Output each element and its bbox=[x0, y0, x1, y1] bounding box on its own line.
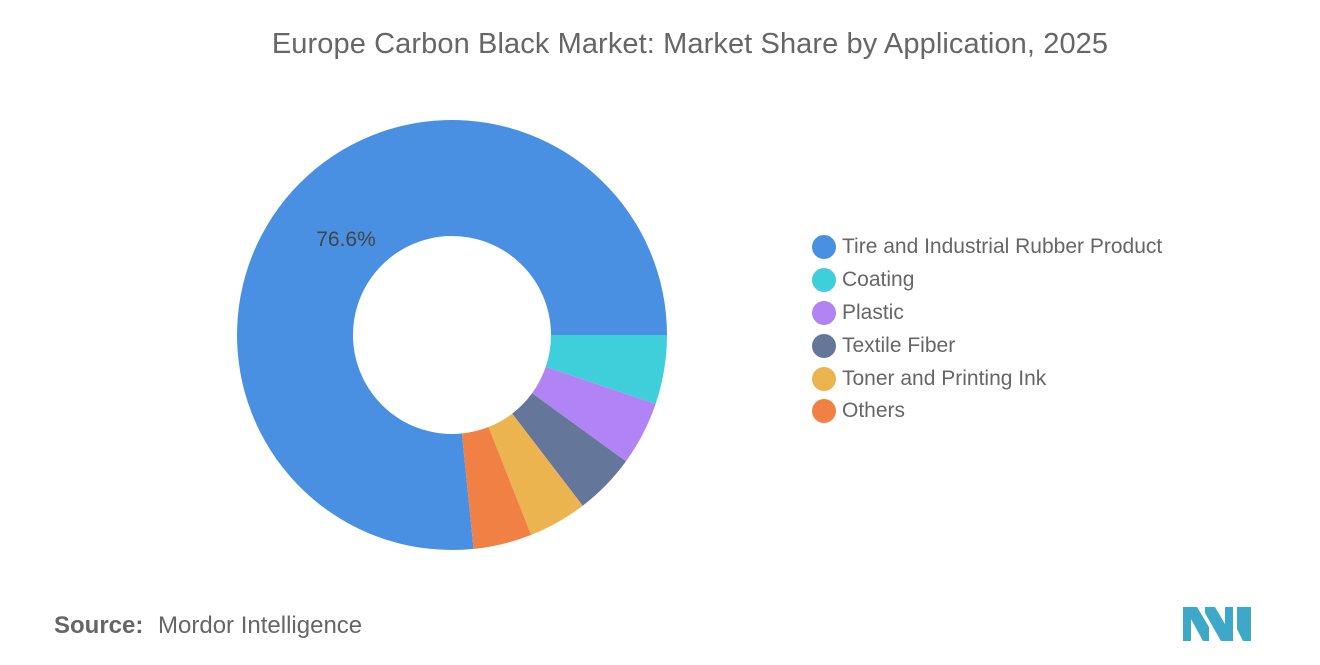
slice-textile-fiber bbox=[512, 393, 626, 506]
donut-data-labels: 76.6% bbox=[316, 228, 376, 251]
chart-title: Europe Carbon Black Market: Market Share… bbox=[271, 28, 1109, 60]
legend-item: Toner and Printing Ink bbox=[812, 362, 1162, 395]
legend-label: Toner and Printing Ink bbox=[842, 366, 1047, 390]
legend-label: Plastic bbox=[842, 300, 904, 324]
slice-toner-and-printing-ink bbox=[488, 413, 583, 535]
legend-item: Coating bbox=[812, 264, 1162, 297]
legend-label: Textile Fiber bbox=[842, 333, 956, 357]
slice-tire-and-industrial-rubber-product bbox=[236, 119, 668, 551]
legend-item: Others bbox=[812, 395, 1162, 428]
source-line: Source: Mordor Intelligence bbox=[54, 612, 362, 640]
legend-swatch-icon bbox=[812, 300, 836, 325]
legend-label: Others bbox=[842, 399, 906, 423]
slice-others bbox=[461, 427, 532, 549]
data-label-tire-and-industrial-rubber-product: 76.6% bbox=[316, 228, 376, 251]
legend-item: Tire and Industrial Rubber Product bbox=[812, 231, 1162, 264]
chart-legend: Tire and Industrial Rubber Product Coatin… bbox=[812, 231, 1162, 428]
donut-slices bbox=[236, 119, 668, 551]
legend-swatch-icon bbox=[812, 333, 836, 358]
mordor-intelligence-logo-icon bbox=[1183, 607, 1251, 641]
legend-label: Tire and Industrial Rubber Product bbox=[842, 235, 1163, 259]
slice-plastic bbox=[532, 366, 656, 462]
legend-label: Coating bbox=[842, 268, 915, 292]
source-value: Mordor Intelligence bbox=[158, 612, 363, 639]
legend-item: Textile Fiber bbox=[812, 329, 1162, 362]
legend-swatch-icon bbox=[812, 235, 836, 260]
legend-swatch-icon bbox=[812, 366, 836, 391]
legend-swatch-icon bbox=[812, 268, 836, 293]
legend-item: Plastic bbox=[812, 297, 1162, 330]
slice-coating bbox=[545, 335, 667, 405]
source-label: Source: bbox=[54, 612, 144, 639]
legend-swatch-icon bbox=[812, 399, 836, 424]
